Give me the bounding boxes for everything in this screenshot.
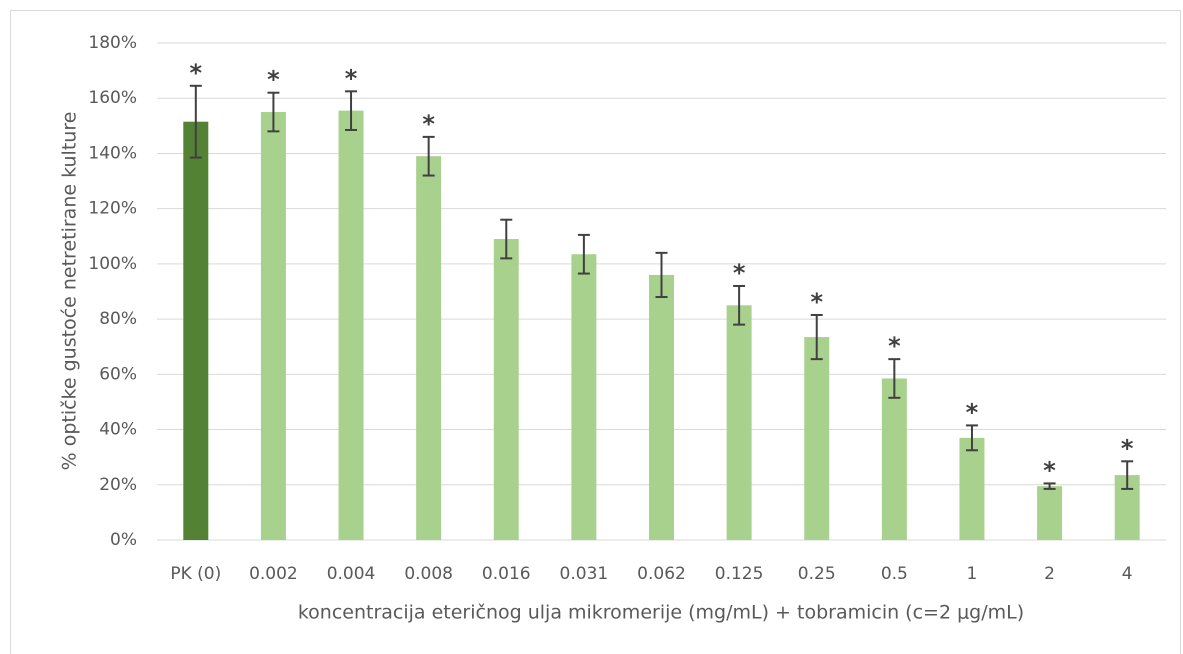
x-tick-label: 0.004 xyxy=(327,564,376,584)
y-axis-title: % optičke gustoće netretirane kulture xyxy=(59,112,81,471)
significance-mark: * xyxy=(810,288,823,316)
significance-mark: * xyxy=(422,110,435,138)
x-tick-label: 0.062 xyxy=(637,564,686,584)
chart-frame xyxy=(10,10,1181,654)
y-tick-label: 60% xyxy=(99,364,137,384)
significance-mark: * xyxy=(345,64,358,92)
x-tick-label: 1 xyxy=(967,564,978,584)
y-tick-label: 20% xyxy=(99,475,137,495)
x-tick-label: 0.5 xyxy=(881,564,908,584)
y-tick-label: 80% xyxy=(99,309,137,329)
x-tick-label: 0.002 xyxy=(249,564,298,584)
bar xyxy=(726,305,752,540)
bar xyxy=(338,110,364,541)
x-tick-label: 0.031 xyxy=(560,564,609,584)
y-tick-label: 100% xyxy=(88,254,137,274)
x-tick-label: 4 xyxy=(1122,564,1133,584)
x-tick-label: PK (0) xyxy=(170,564,221,584)
significance-mark: * xyxy=(888,332,901,360)
bar xyxy=(571,254,597,540)
bar xyxy=(416,156,442,540)
bar xyxy=(493,239,519,541)
significance-mark: * xyxy=(733,259,746,287)
x-tick-label: 2 xyxy=(1044,564,1055,584)
significance-mark: * xyxy=(1121,434,1134,462)
significance-mark: * xyxy=(966,398,979,426)
y-tick-label: 160% xyxy=(88,88,137,108)
significance-mark: * xyxy=(1043,456,1056,484)
bar xyxy=(959,437,985,540)
y-tick-label: 0% xyxy=(110,530,137,550)
bar xyxy=(1037,486,1063,540)
bar xyxy=(183,121,209,541)
x-tick-label: 0.25 xyxy=(798,564,836,584)
bar xyxy=(649,274,674,540)
significance-mark: * xyxy=(190,59,203,87)
x-tick-label: 0.008 xyxy=(404,564,453,584)
significance-mark: * xyxy=(267,66,280,94)
bar xyxy=(804,337,830,540)
y-tick-label: 40% xyxy=(99,420,137,440)
y-tick-label: 140% xyxy=(88,143,137,163)
x-tick-label: 0.016 xyxy=(482,564,531,584)
x-axis-title: koncentracija eteričnog ulja mikromerije… xyxy=(298,602,1024,624)
bar xyxy=(260,112,286,541)
y-tick-label: 120% xyxy=(88,199,137,219)
x-tick-label: 0.125 xyxy=(715,564,764,584)
bar xyxy=(881,378,907,540)
y-tick-label: 180% xyxy=(88,33,137,53)
